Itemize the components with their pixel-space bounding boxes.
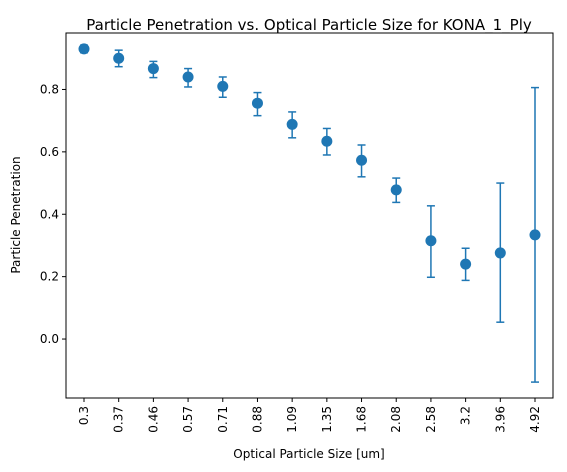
data-point [321, 135, 333, 147]
x-tick-label: 0.57 [181, 406, 195, 433]
y-tick-label: 0.8 [40, 82, 59, 96]
y-tick-label: 0.4 [40, 207, 59, 221]
y-tick-label: 0.0 [40, 332, 59, 346]
y-tick-label: 0.6 [40, 145, 59, 159]
data-point [113, 52, 125, 64]
chart-title: Particle Penetration vs. Optical Particl… [86, 16, 532, 35]
x-tick-label: 1.68 [355, 406, 369, 433]
data-point [182, 71, 194, 83]
data-point [390, 184, 402, 196]
data-point [529, 229, 541, 241]
y-tick-label: 0.2 [40, 270, 59, 284]
data-point [494, 247, 506, 259]
y-axis-label: Particle Penetration [9, 156, 23, 273]
data-point [356, 154, 368, 166]
y-axis-ticks: 0.0 0.2 0.4 0.6 0.8 [40, 82, 66, 346]
data-point [425, 235, 437, 247]
x-tick-label: 1.35 [320, 406, 334, 433]
x-axis-label: Optical Particle Size [um] [233, 447, 384, 461]
x-tick-label: 2.08 [389, 406, 403, 433]
data-point [78, 43, 90, 55]
x-tick-label: 4.92 [528, 406, 542, 433]
x-tick-label: 0.46 [146, 406, 160, 433]
x-tick-label: 2.58 [424, 406, 438, 433]
x-tick-label: 0.3 [77, 406, 91, 425]
data-point [286, 118, 298, 130]
data-point [217, 80, 229, 92]
data-point [251, 97, 263, 109]
x-tick-label: 0.88 [250, 406, 264, 433]
x-tick-label: 0.71 [216, 406, 230, 433]
x-tick-label: 0.37 [112, 406, 126, 433]
data-point [147, 63, 159, 75]
x-axis-ticks: 0.3 0.37 0.46 0.57 0.71 0.88 1.09 1.35 1.68 2.08 2… [77, 398, 542, 433]
data-point [460, 258, 472, 270]
data-points [78, 43, 541, 270]
x-tick-label: 1.09 [285, 406, 299, 433]
x-tick-label: 3.96 [493, 406, 507, 433]
x-tick-label: 3.2 [459, 406, 473, 425]
plot-frame [65, 32, 554, 399]
